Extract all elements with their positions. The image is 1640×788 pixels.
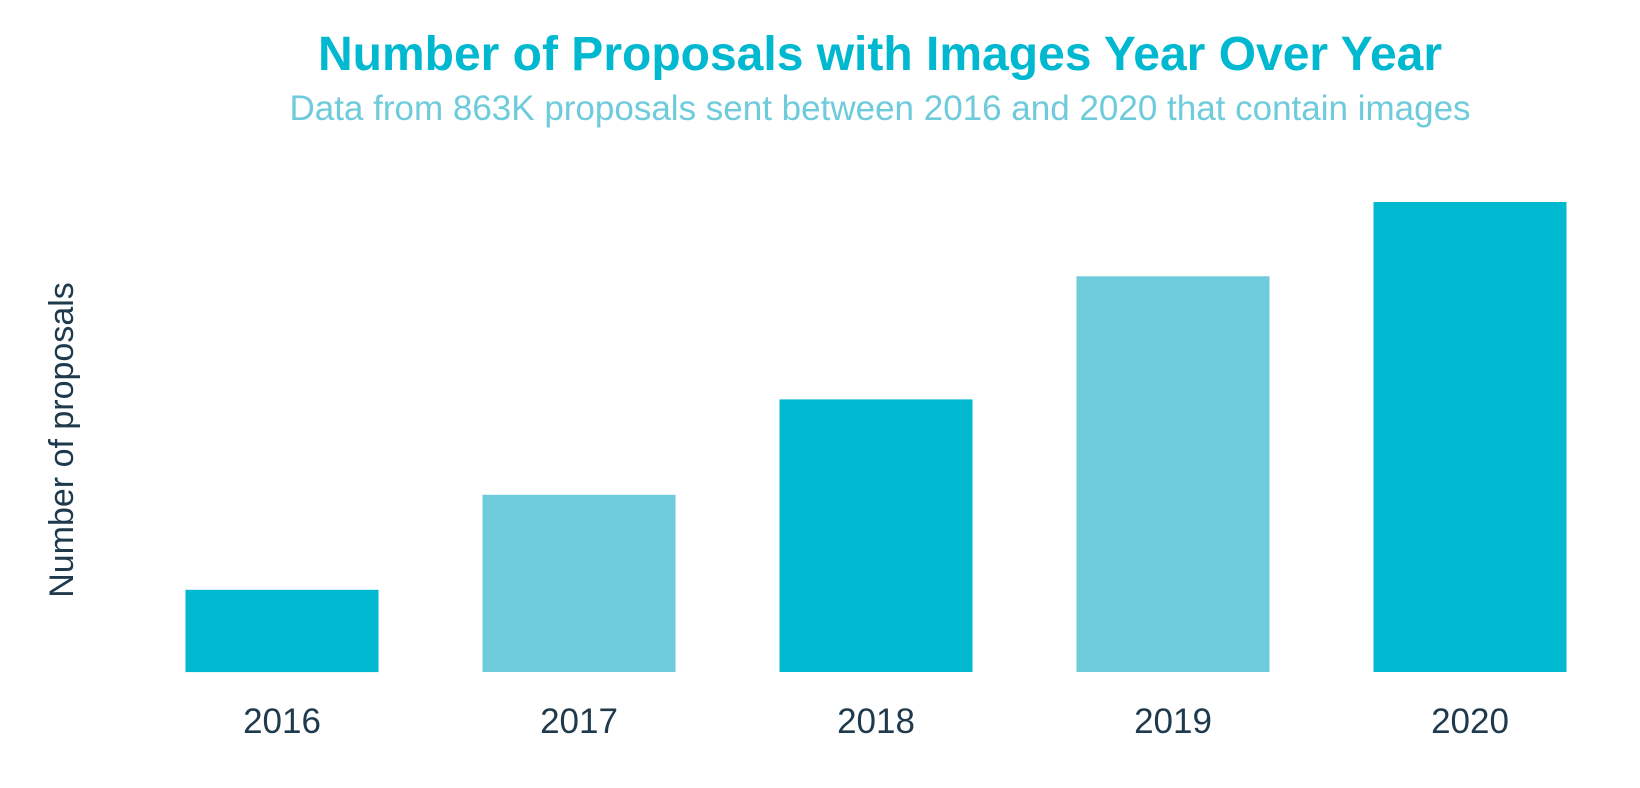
- bar-2016: [185, 589, 379, 673]
- x-tick-labels: 2016 2017 2018 2019 2020: [243, 702, 1509, 741]
- x-tick-label-2019: 2019: [1134, 702, 1212, 741]
- x-tick-label-2020: 2020: [1431, 702, 1509, 741]
- y-axis-label: Number of proposals: [43, 282, 81, 598]
- chart-subtitle: Data from 863K proposals sent between 20…: [289, 89, 1470, 128]
- x-tick-label-2018: 2018: [837, 702, 915, 741]
- x-tick-label-2017: 2017: [540, 702, 618, 741]
- bar-2019: [1076, 276, 1270, 672]
- bar-2017: [482, 494, 676, 672]
- bar-2018: [779, 399, 973, 672]
- x-tick-label-2016: 2016: [243, 702, 321, 741]
- bars-group: [185, 202, 1567, 673]
- bar-2020: [1373, 202, 1567, 672]
- chart-title: Number of Proposals with Images Year Ove…: [318, 28, 1442, 81]
